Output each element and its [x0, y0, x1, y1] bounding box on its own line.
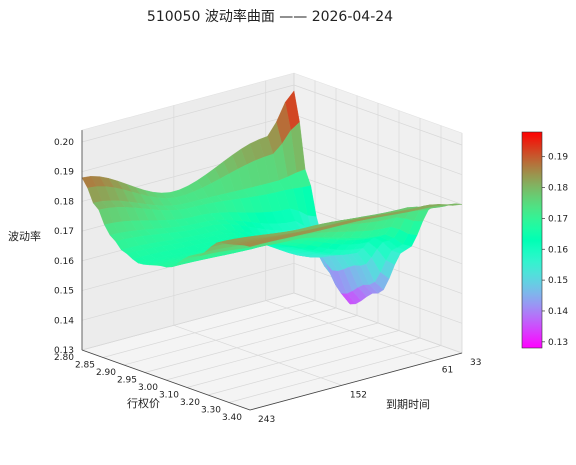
- expiry-tick-label: 61: [442, 366, 453, 376]
- colorbar-tick-label: 0.15: [548, 276, 568, 286]
- strike-gridline-floor: [81, 292, 295, 351]
- strike-gridline-floor: [165, 322, 379, 381]
- colorbar: 0.13 0.14 0.15 0.16 0.17 0.18 0.19: [521, 131, 568, 349]
- colorbar-tick-label: 0.14: [548, 307, 568, 317]
- z-gridline-left: [81, 84, 295, 143]
- vol-tick-label: 0.18: [54, 197, 74, 207]
- strike-tick-label: 2.80: [54, 353, 74, 363]
- strike-tick-label: 3.00: [138, 383, 158, 393]
- expiry-tick-label: 152: [350, 390, 367, 400]
- z-axis-label: 波动率: [8, 229, 41, 243]
- vol-surface: [81, 90, 463, 305]
- strike-gridline-floor: [123, 307, 337, 366]
- strike-gridline-floor: [186, 330, 400, 388]
- colorbar-gradient: [521, 131, 543, 349]
- vol-tick-label: 0.15: [54, 287, 74, 297]
- surface-patch: [244, 242, 259, 247]
- vol-tick-label: 0.20: [54, 138, 74, 148]
- colorbar-tick-label: 0.19: [548, 153, 568, 163]
- vol-tick-label: 0.19: [54, 168, 74, 178]
- z-gridline-left: [81, 262, 295, 321]
- strike-gridline-floor: [144, 315, 358, 373]
- expiry-gridline-floor: [265, 300, 434, 361]
- colorbar-tick-label: 0.16: [548, 245, 568, 255]
- strike-tick-label: 2.85: [75, 361, 95, 371]
- colorbar-tick-label: 0.17: [548, 214, 568, 224]
- strike-axis-line: [81, 349, 251, 411]
- expiry-tick-label: 33: [470, 358, 481, 368]
- strike-tick-label: 2.90: [96, 368, 116, 378]
- axes: 2.802.852.902.953.003.103.203.303.40 33 61…: [54, 130, 481, 425]
- x-axis-label: 行权价: [127, 397, 160, 410]
- z-gridline-left: [81, 114, 295, 173]
- expiry-tick-label: 243: [258, 415, 275, 425]
- strike-gridline-floor: [207, 337, 421, 396]
- expiry-gridline-floor: [293, 292, 463, 354]
- strike-tick-label: 3.10: [159, 391, 179, 401]
- vol-tick-label: 0.17: [54, 227, 74, 237]
- chart-title: 510050 波动率曲面 —— 2026-04-24: [147, 8, 393, 25]
- colorbar-tick-label: 0.18: [548, 184, 568, 194]
- vol-tick-label: 0.13: [54, 346, 74, 356]
- strike-tick-label: 3.20: [180, 398, 200, 408]
- strike-tick-label: 3.40: [222, 413, 242, 423]
- vol-tick-label: 0.14: [54, 316, 74, 326]
- strike-gridline-floor: [228, 345, 442, 403]
- strike-gridline-floor: [102, 300, 316, 358]
- strike-tick-label: 3.30: [201, 406, 221, 416]
- vol-tick-label: 0.16: [54, 257, 74, 267]
- expiry-axis-line: [249, 352, 463, 411]
- strike-tick-label: 2.95: [117, 376, 137, 386]
- colorbar-tick-label: 0.13: [548, 338, 568, 348]
- y-axis-label: 到期时间: [386, 398, 430, 411]
- expiry-gridline-floor: [173, 324, 342, 386]
